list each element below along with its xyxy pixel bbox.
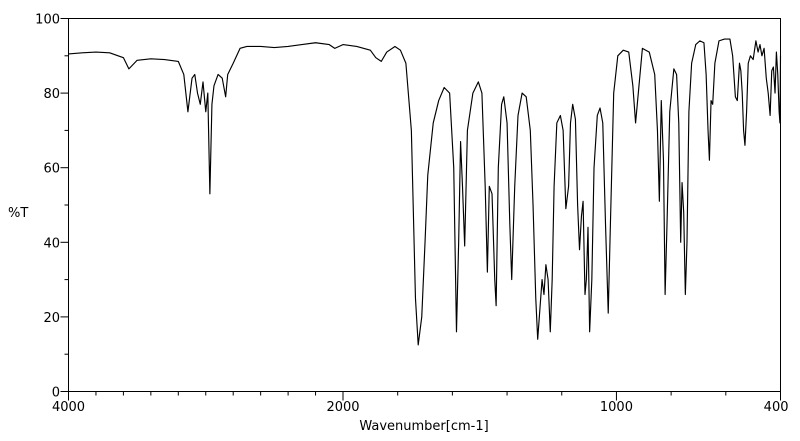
y-tick-label: 60 (43, 162, 60, 177)
major-ticks (60, 18, 781, 401)
minor-x-ticks (95, 391, 727, 396)
y-tick-label: 100 (35, 13, 60, 28)
x-tick-labels: 4000 2000 1000 400 (52, 400, 789, 415)
x-tick-label: 1000 (600, 400, 633, 415)
x-tick-label: 400 (764, 400, 789, 415)
y-tick-label: 0 (52, 386, 60, 401)
x-axis-title: Wavenumber[cm-1] (359, 419, 488, 434)
x-tick-label: 4000 (52, 400, 85, 415)
spectrum-line (68, 38, 782, 346)
y-tick-label: 40 (43, 236, 60, 251)
y-axis-title: %T (8, 206, 28, 221)
y-tick-labels: 0 20 40 60 80 100 (35, 13, 60, 401)
y-tick-label: 20 (43, 311, 60, 326)
x-tick-label: 2000 (326, 400, 359, 415)
minor-y-ticks (64, 55, 69, 355)
y-tick-label: 80 (43, 87, 60, 102)
